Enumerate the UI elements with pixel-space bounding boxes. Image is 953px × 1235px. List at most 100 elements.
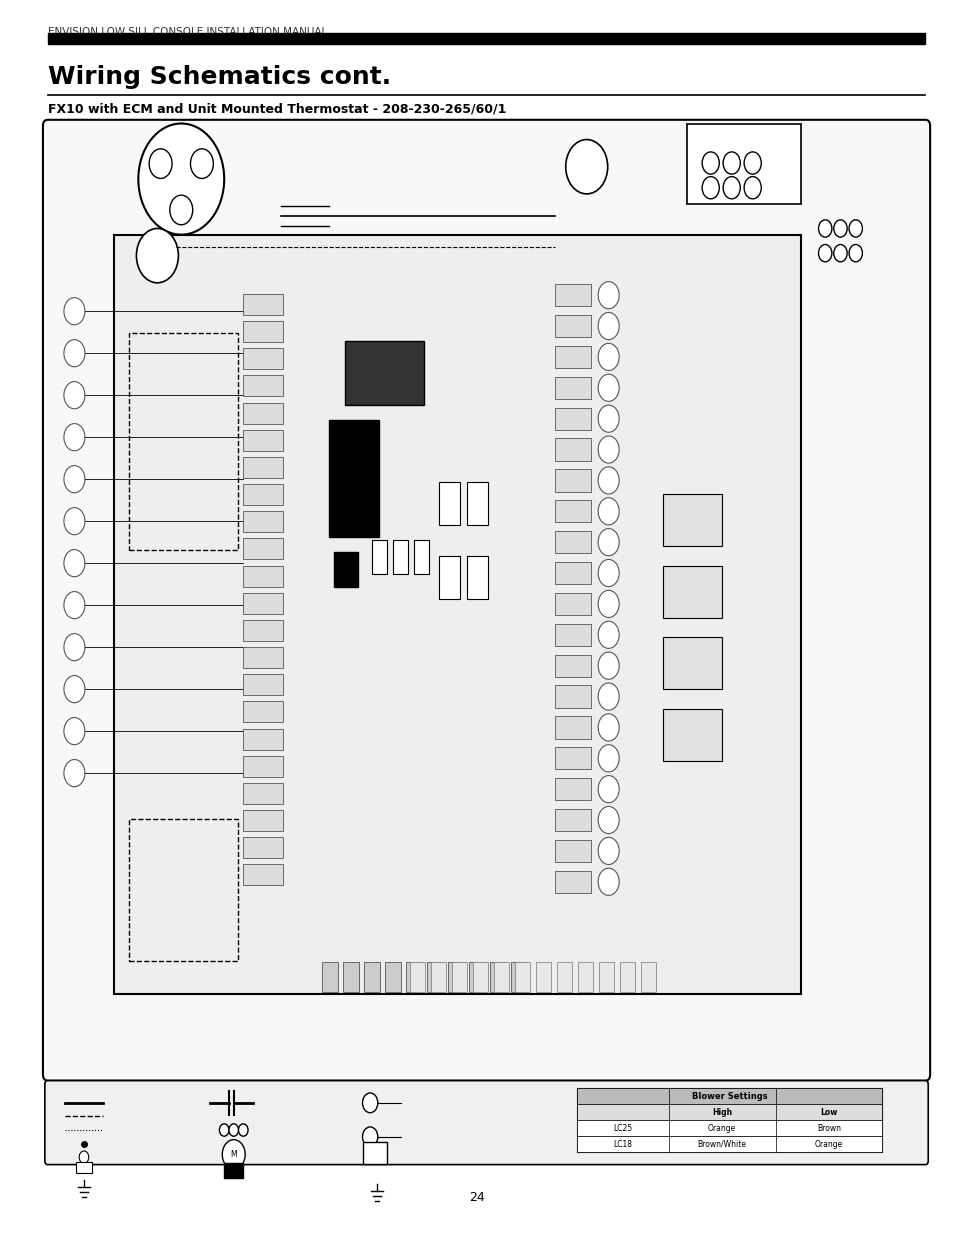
Bar <box>452 962 467 992</box>
Bar <box>555 531 591 553</box>
Circle shape <box>598 806 618 834</box>
Circle shape <box>598 498 618 525</box>
Circle shape <box>64 718 85 745</box>
Circle shape <box>722 177 740 199</box>
Bar <box>393 540 408 574</box>
Circle shape <box>818 220 831 237</box>
Bar <box>329 420 378 537</box>
Bar <box>662 709 721 761</box>
Bar <box>555 469 591 492</box>
Bar <box>243 756 283 777</box>
Bar <box>243 538 283 559</box>
Bar <box>577 1088 882 1104</box>
Bar <box>385 962 400 992</box>
Circle shape <box>598 282 618 309</box>
Text: Brown: Brown <box>816 1124 841 1132</box>
Bar <box>243 403 283 424</box>
Bar <box>555 500 591 522</box>
Text: LC18: LC18 <box>613 1140 632 1149</box>
Text: Wiring Schematics cont.: Wiring Schematics cont. <box>48 64 391 89</box>
Bar <box>555 716 591 739</box>
Circle shape <box>64 676 85 703</box>
Circle shape <box>701 152 719 174</box>
Bar <box>243 348 283 369</box>
Bar <box>243 674 283 695</box>
Text: M: M <box>231 1150 236 1158</box>
Bar <box>48 33 924 44</box>
Circle shape <box>743 177 760 199</box>
Bar <box>243 321 283 342</box>
Bar <box>555 624 591 646</box>
Bar <box>640 962 656 992</box>
Bar <box>490 962 505 992</box>
Circle shape <box>79 1151 89 1163</box>
Bar <box>243 566 283 587</box>
Circle shape <box>598 652 618 679</box>
Circle shape <box>833 245 846 262</box>
Circle shape <box>598 745 618 772</box>
Circle shape <box>848 220 862 237</box>
Bar <box>406 962 421 992</box>
Text: Low: Low <box>820 1108 837 1116</box>
Text: Brown/White: Brown/White <box>697 1140 746 1149</box>
Circle shape <box>598 467 618 494</box>
Circle shape <box>598 374 618 401</box>
Bar <box>536 962 551 992</box>
Text: Blower Settings: Blower Settings <box>691 1092 767 1100</box>
Bar <box>555 655 591 677</box>
Bar <box>345 341 423 405</box>
Bar <box>243 375 283 396</box>
Bar <box>243 620 283 641</box>
Circle shape <box>238 1124 248 1136</box>
Bar <box>243 593 283 614</box>
Bar <box>555 315 591 337</box>
Bar <box>662 566 721 618</box>
Circle shape <box>191 149 213 179</box>
Bar <box>448 962 463 992</box>
Bar <box>243 729 283 750</box>
Circle shape <box>743 152 760 174</box>
Circle shape <box>565 140 607 194</box>
Bar <box>243 864 283 885</box>
Circle shape <box>149 149 172 179</box>
Circle shape <box>598 590 618 618</box>
Bar <box>467 482 488 525</box>
Circle shape <box>598 868 618 895</box>
Bar <box>469 962 484 992</box>
Circle shape <box>64 382 85 409</box>
Text: Orange: Orange <box>707 1124 736 1132</box>
Bar <box>129 333 238 550</box>
Circle shape <box>833 220 846 237</box>
Bar <box>431 962 446 992</box>
Bar <box>427 962 442 992</box>
Bar <box>598 962 614 992</box>
Bar <box>243 511 283 532</box>
Circle shape <box>362 1126 377 1146</box>
Bar <box>114 235 801 994</box>
Bar <box>343 962 358 992</box>
Bar <box>322 962 337 992</box>
Bar <box>438 482 459 525</box>
Circle shape <box>64 466 85 493</box>
Bar <box>515 962 530 992</box>
Bar <box>243 430 283 451</box>
Circle shape <box>170 195 193 225</box>
Text: FX10 with ECM and Unit Mounted Thermostat - 208-230-265/60/1: FX10 with ECM and Unit Mounted Thermosta… <box>48 103 505 115</box>
Circle shape <box>138 124 224 235</box>
Bar <box>243 647 283 668</box>
Bar <box>243 457 283 478</box>
Circle shape <box>598 559 618 587</box>
Circle shape <box>598 837 618 864</box>
Circle shape <box>598 312 618 340</box>
Bar <box>662 637 721 689</box>
Circle shape <box>219 1124 229 1136</box>
Bar <box>243 484 283 505</box>
Bar <box>555 871 591 893</box>
Circle shape <box>136 228 178 283</box>
Bar <box>577 1088 882 1152</box>
Bar <box>334 552 357 587</box>
Bar <box>555 685 591 708</box>
Bar <box>662 494 721 546</box>
Bar <box>494 962 509 992</box>
Bar <box>410 962 425 992</box>
